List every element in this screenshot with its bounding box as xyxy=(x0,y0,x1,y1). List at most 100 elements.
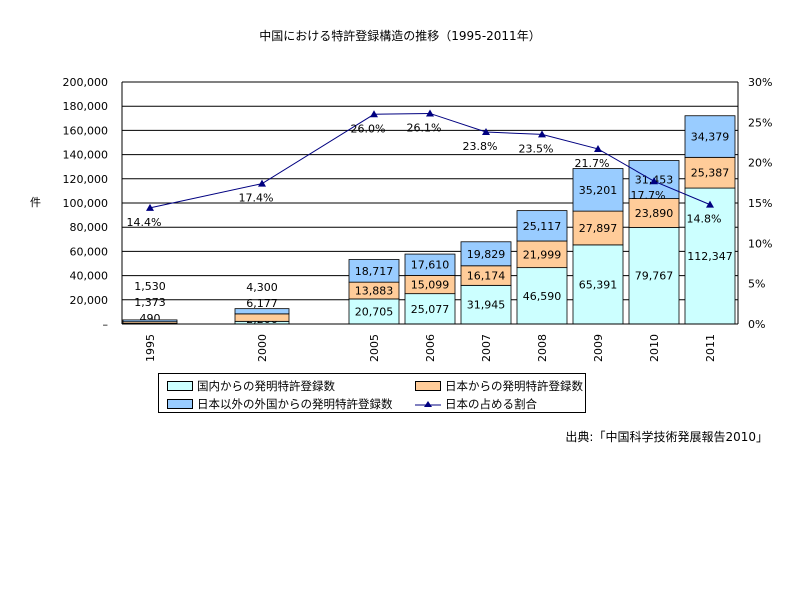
data-label: 112,347 xyxy=(687,250,733,263)
data-label: 1,530 xyxy=(134,280,166,293)
data-label: 21,999 xyxy=(523,248,562,261)
data-label: 15,099 xyxy=(411,279,450,292)
share-label: 23.8% xyxy=(463,140,498,153)
y2-tick-label: 0% xyxy=(748,318,765,331)
bar-segment xyxy=(460,241,512,267)
y-tick-label: 120,000 xyxy=(63,173,109,186)
bar-segment xyxy=(516,240,568,269)
share-marker xyxy=(482,128,490,136)
y2-tick-label: 25% xyxy=(748,116,772,129)
bar-segment xyxy=(684,156,736,189)
legend-label: 国内からの発明特許登録数 xyxy=(197,379,335,393)
y-tick-label: 20,000 xyxy=(70,294,109,307)
data-label: 27,897 xyxy=(579,222,618,235)
data-label: 25,117 xyxy=(523,220,562,233)
share-label: 17.4% xyxy=(239,192,274,205)
x-tick-label: 1995 xyxy=(144,334,157,362)
x-tick-label: 2011 xyxy=(704,334,717,362)
x-tick-label: 2010 xyxy=(648,334,661,362)
y-tick-label: 140,000 xyxy=(63,149,109,162)
bar-segment xyxy=(348,298,400,325)
y2-tick-label: 20% xyxy=(748,157,772,170)
data-label: 1,373 xyxy=(134,296,166,309)
data-label: 20,705 xyxy=(355,305,394,318)
source-note: 出典:「中国科学技術発展報告2010」 xyxy=(565,430,768,444)
share-label: 17.7% xyxy=(631,189,666,202)
legend-item-japan: 日本からの発明特許登録数 xyxy=(415,378,583,394)
data-label: 19,829 xyxy=(467,248,506,261)
bar-segment xyxy=(122,319,178,323)
chart-title: 中国における特許登録構造の推移（1995-2011年） xyxy=(259,29,541,43)
data-label: 46,590 xyxy=(523,290,562,303)
share-label: 23.5% xyxy=(519,142,554,155)
data-label: 4,300 xyxy=(246,281,278,294)
y-tick-label: 180,000 xyxy=(63,100,109,113)
x-tick-label: 2009 xyxy=(592,334,605,362)
y-tick-label: 200,000 xyxy=(63,76,109,89)
data-label: 79,767 xyxy=(635,270,674,283)
legend-item-japan-share: 日本の占める割合 xyxy=(415,396,537,412)
data-label: 31,945 xyxy=(467,299,506,312)
data-label: 16,174 xyxy=(467,270,506,283)
y2-tick-label: 5% xyxy=(748,278,765,291)
x-tick-label: 2006 xyxy=(424,334,437,362)
bar-segment xyxy=(628,198,680,228)
legend-swatch xyxy=(167,381,193,391)
plot-area: – 20,000 40,000 60,000 80,000 100,000 120,000 1… xyxy=(30,76,772,362)
bar-segment xyxy=(404,293,456,325)
share-label: 14.8% xyxy=(687,213,722,226)
y-axis-label: 件 xyxy=(30,196,41,209)
bar-segment xyxy=(516,267,568,325)
y-tick-label: – xyxy=(103,318,109,331)
legend-label: 日本からの発明特許登録数 xyxy=(445,379,583,393)
data-label: 35,201 xyxy=(579,184,618,197)
bar-segment xyxy=(404,253,456,276)
share-marker xyxy=(650,177,658,185)
y-tick-label: 80,000 xyxy=(70,221,109,234)
legend: 国内からの発明特許登録数 日本からの発明特許登録数 日本以外の外国からの発明特許… xyxy=(158,373,586,413)
y-tick-label: 60,000 xyxy=(70,245,109,258)
bar-segment xyxy=(572,210,624,246)
legend-label: 日本以外の外国からの発明特許登録数 xyxy=(197,397,393,411)
share-label: 26.0% xyxy=(351,122,386,135)
y2-tick-label: 15% xyxy=(748,197,772,210)
share-marker xyxy=(370,110,378,118)
share-marker xyxy=(426,109,434,117)
data-label: 25,077 xyxy=(411,303,450,316)
bar-segment xyxy=(234,308,290,315)
line-marker-icon xyxy=(415,401,441,407)
data-label: 23,890 xyxy=(635,207,674,220)
legend-label: 日本の占める割合 xyxy=(445,397,537,411)
x-tick-label: 2007 xyxy=(480,334,493,362)
legend-item-other-foreign: 日本以外の外国からの発明特許登録数 xyxy=(167,396,393,412)
y2-tick-label: 30% xyxy=(748,76,772,89)
data-label: 65,391 xyxy=(579,278,618,291)
x-tick-label: 2008 xyxy=(536,334,549,362)
y2-tick-label: 10% xyxy=(748,237,772,250)
share-marker xyxy=(538,130,546,138)
legend-swatch xyxy=(167,399,193,409)
bar-segment xyxy=(628,227,680,325)
x-tick-label: 2000 xyxy=(256,334,269,362)
data-label: 13,883 xyxy=(355,285,394,298)
data-label: 18,717 xyxy=(355,265,394,278)
share-marker xyxy=(146,203,154,211)
y-tick-label: 160,000 xyxy=(63,124,109,137)
bar-segment xyxy=(348,259,400,283)
bar-segment xyxy=(516,210,568,242)
share-marker xyxy=(706,200,714,208)
bar-segment xyxy=(684,115,736,158)
share-label: 14.4% xyxy=(127,216,162,229)
legend-swatch xyxy=(415,381,441,391)
data-label: 17,610 xyxy=(411,259,450,272)
share-marker xyxy=(594,144,602,152)
y-tick-label: 40,000 xyxy=(70,270,109,283)
x-tick-label: 2005 xyxy=(368,334,381,362)
share-label: 21.7% xyxy=(575,157,610,170)
bar-segment xyxy=(684,187,736,325)
bar-segment xyxy=(572,168,624,212)
legend-item-domestic: 国内からの発明特許登録数 xyxy=(167,378,335,394)
y-tick-label: 100,000 xyxy=(63,197,109,210)
data-label: 34,379 xyxy=(691,131,730,144)
